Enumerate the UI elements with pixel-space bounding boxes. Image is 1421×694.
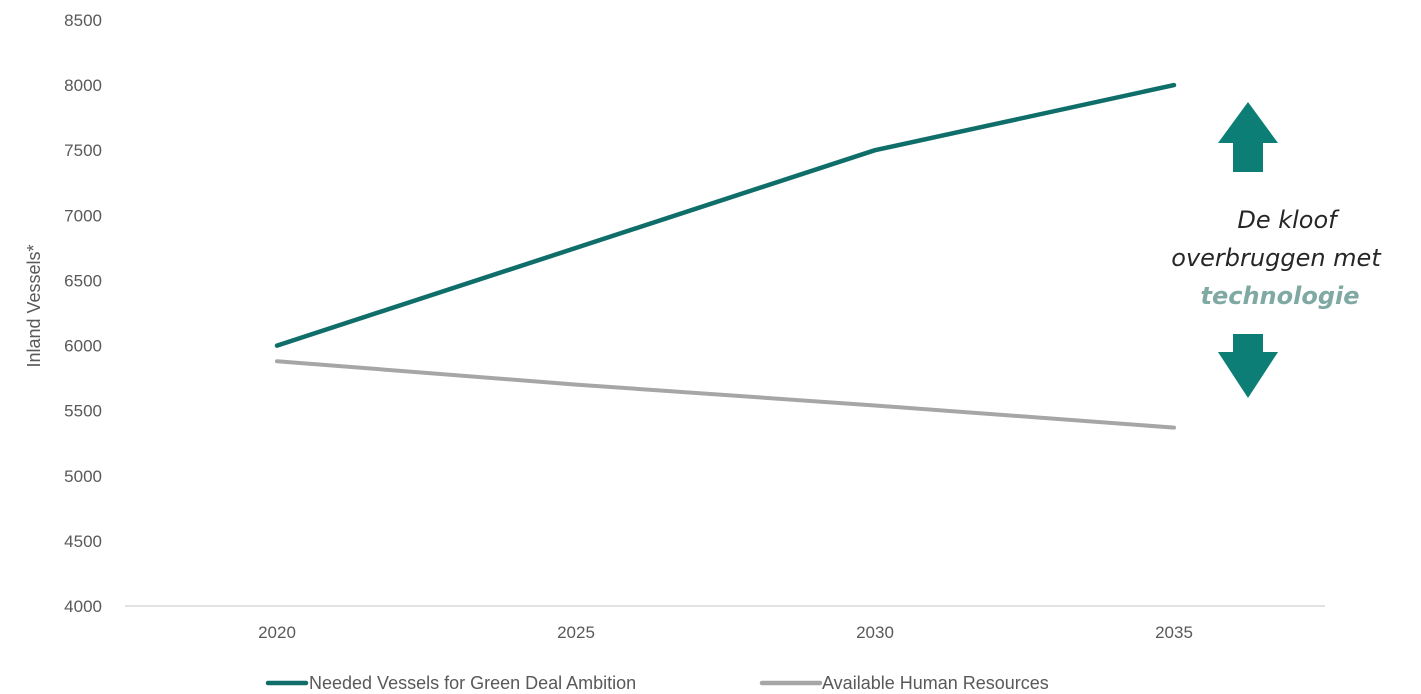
series-lines [274, 82, 1177, 430]
y-tick-label: 7500 [64, 141, 102, 160]
legend-label: Available Human Resources [822, 673, 1049, 693]
gap-annotation: De kloof overbruggen met technologie [1171, 102, 1382, 398]
arrow-up-icon [1218, 102, 1278, 172]
x-tick-label: 2020 [258, 623, 296, 642]
series-line-available-resources [275, 359, 1176, 430]
y-tick-label: 5000 [64, 467, 102, 486]
y-tick-label: 6500 [64, 271, 102, 290]
x-axis-ticks: 2020 2025 2030 2035 [258, 623, 1193, 642]
x-tick-label: 2025 [557, 623, 595, 642]
arrow-down-icon [1218, 334, 1278, 398]
x-tick-label: 2030 [856, 623, 894, 642]
y-tick-label: 8500 [64, 11, 102, 30]
y-tick-label: 6000 [64, 337, 102, 356]
legend: Needed Vessels for Green Deal Ambition Av… [265, 673, 1049, 693]
y-axis-title: Inland Vessels* [24, 244, 44, 367]
annotation-line-3: technologie [1200, 282, 1359, 310]
x-tick-label: 2035 [1155, 623, 1193, 642]
legend-label: Needed Vessels for Green Deal Ambition [309, 673, 636, 693]
y-tick-label: 7000 [64, 206, 102, 225]
annotation-line-1: De kloof [1237, 206, 1340, 234]
annotation-line-2: overbruggen met [1171, 244, 1382, 272]
y-tick-label: 4500 [64, 532, 102, 551]
y-tick-label: 5500 [64, 402, 102, 421]
series-line-needed-vessels [274, 82, 1177, 348]
y-tick-label: 8000 [64, 76, 102, 95]
y-axis-ticks: 4000 4500 5000 5500 6000 6500 7000 7500 8000 8500 [64, 11, 102, 616]
y-tick-label: 4000 [64, 597, 102, 616]
